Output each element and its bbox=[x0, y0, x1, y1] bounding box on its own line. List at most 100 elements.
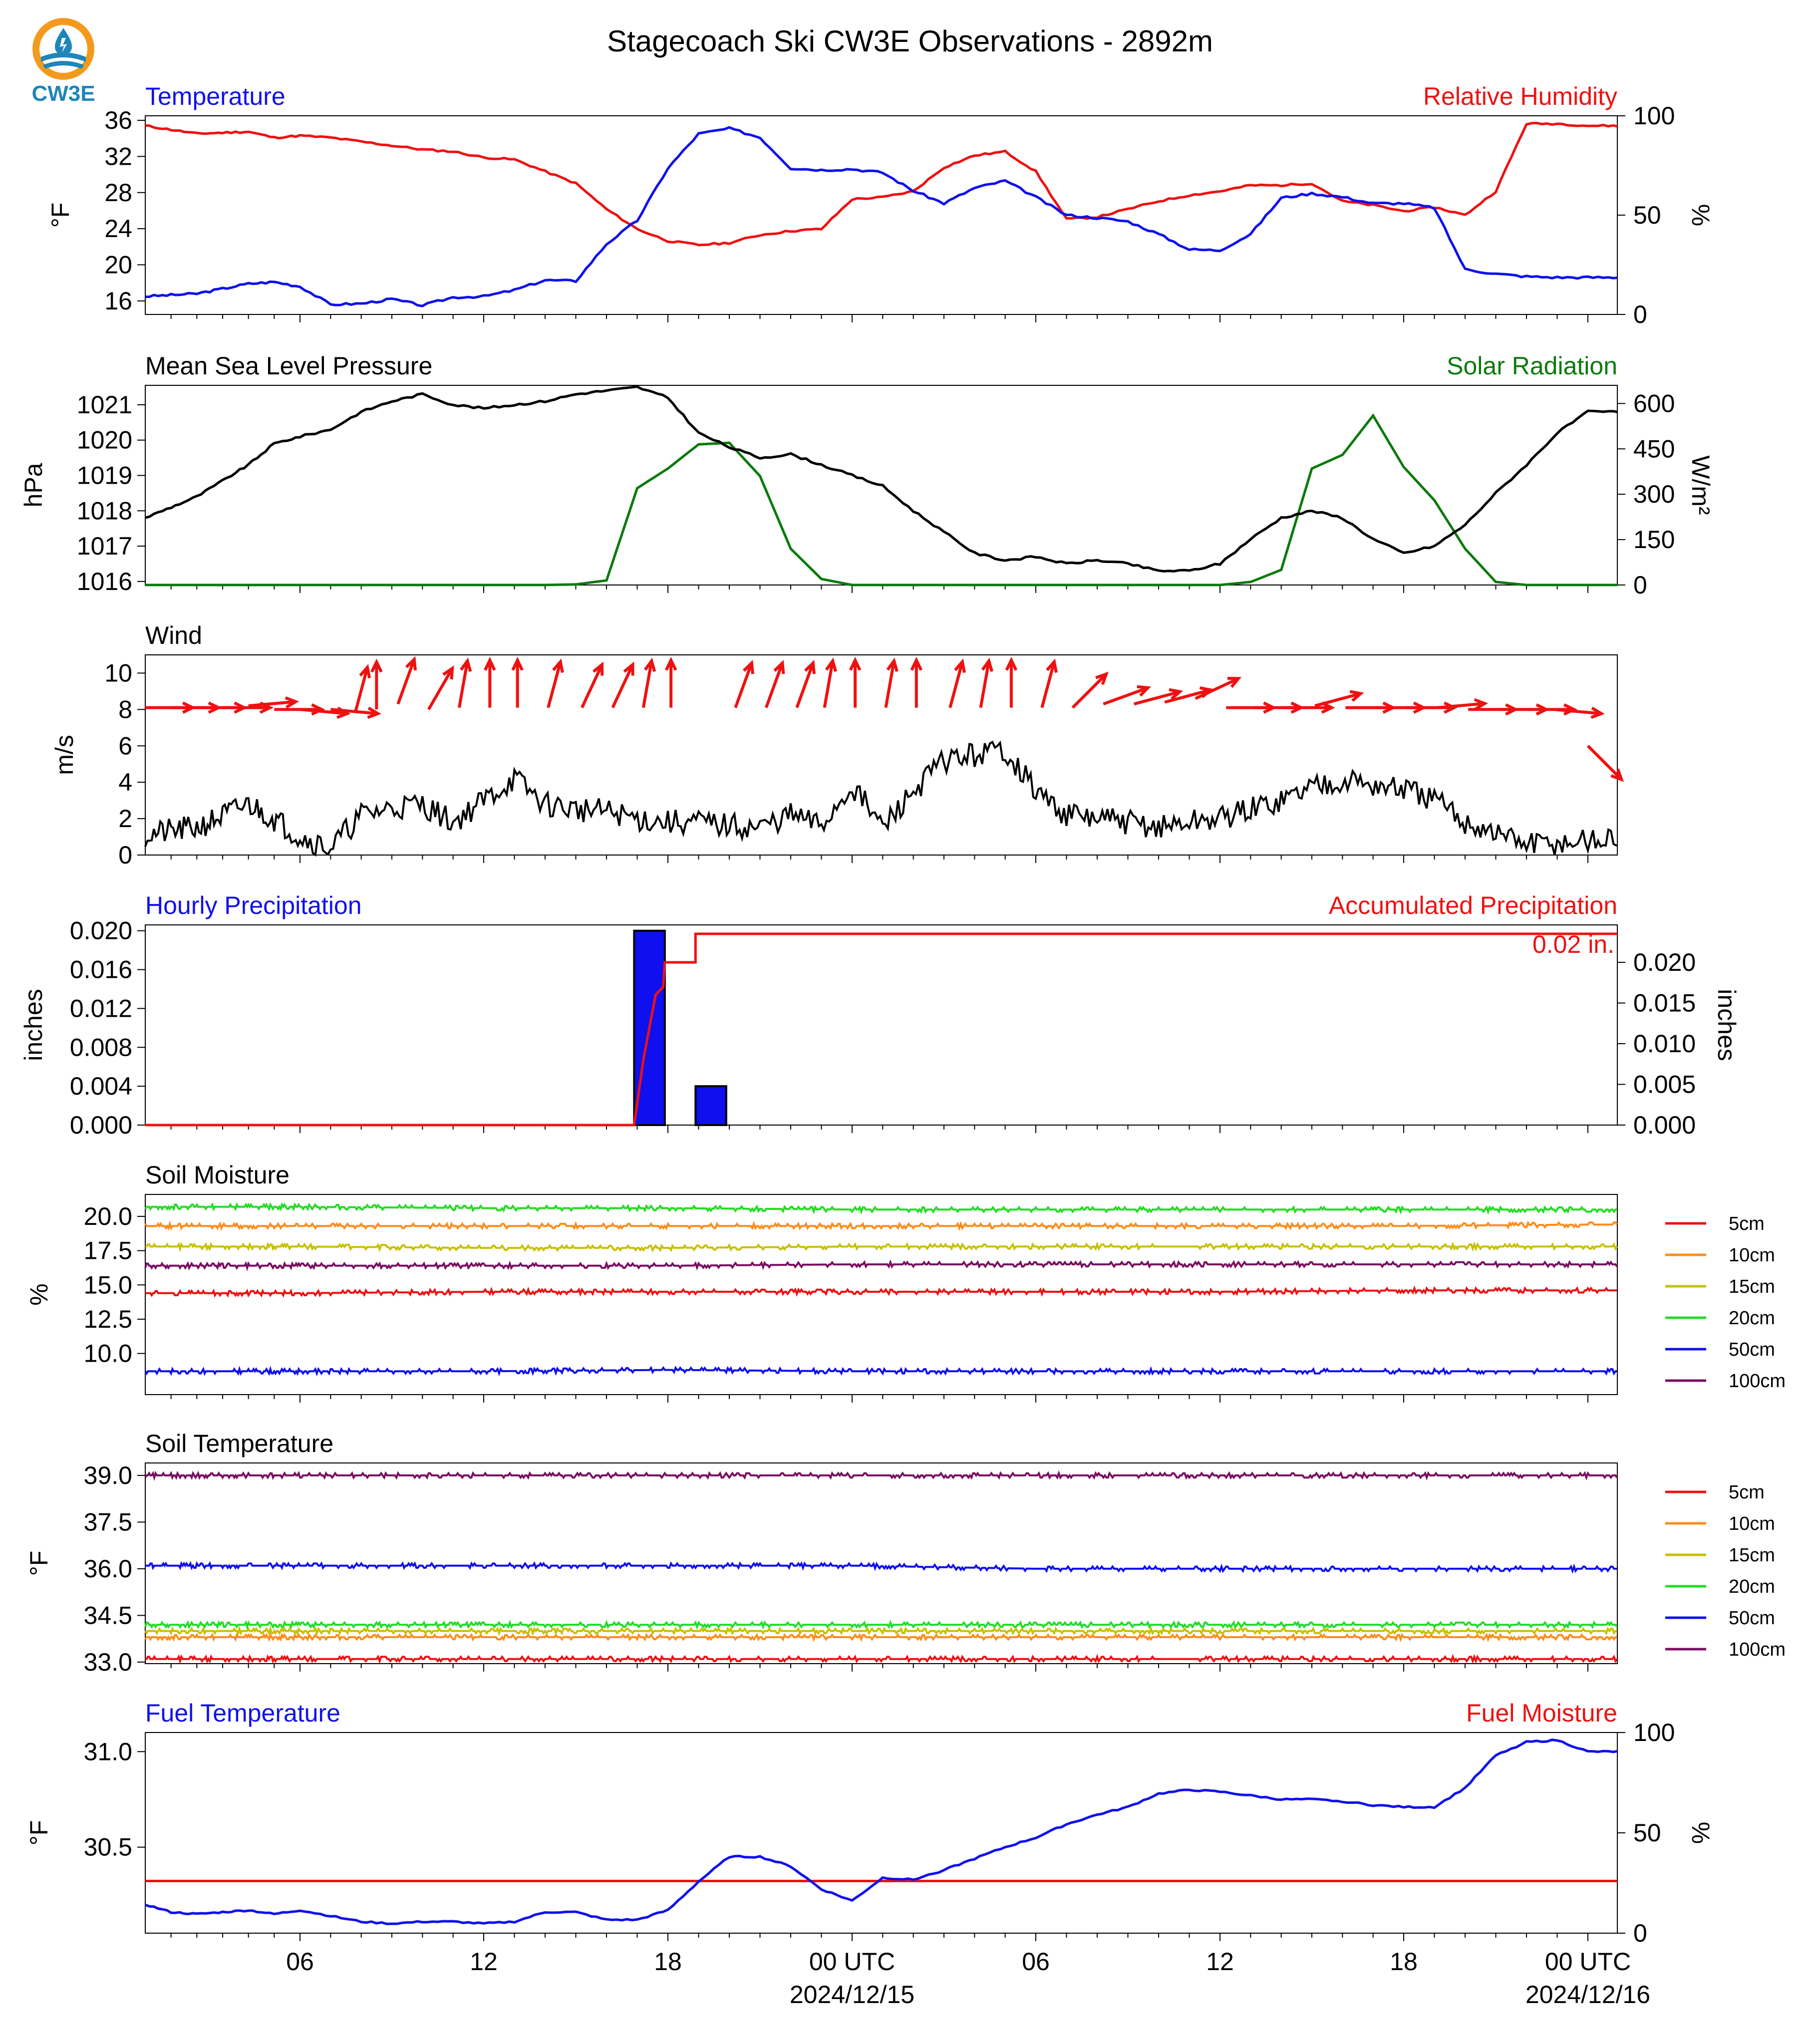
wind-arrow bbox=[664, 656, 677, 708]
chart-title: Stagecoach Ski CW3E Observations - 2892m bbox=[607, 24, 1213, 58]
wind-arrow bbox=[511, 656, 524, 708]
y-tick-label-right: 0.015 bbox=[1633, 989, 1696, 1017]
y-tick-label-left: 16 bbox=[104, 287, 132, 315]
y-tick-label-left: 1017 bbox=[77, 532, 132, 560]
y-tick-label-left: 12.5 bbox=[84, 1305, 132, 1333]
series-line-50cm bbox=[145, 1561, 1617, 1574]
wind-arrow bbox=[764, 659, 785, 708]
accumulated-total-label: 0.02 in. bbox=[1532, 930, 1614, 958]
x-axis-labels: 06 12 18 00 UTC 06 12 18 00 UTC 2024/12/15 2024/1… bbox=[286, 1948, 1650, 2009]
y-tick-label-left: 36 bbox=[104, 106, 132, 134]
panel-title-left: Temperature bbox=[145, 82, 286, 110]
y-tick-label-right: 0.010 bbox=[1633, 1030, 1696, 1058]
y-tick-label-left: 15.0 bbox=[84, 1271, 132, 1299]
plot-frame bbox=[145, 1194, 1618, 1395]
y-tick-label-right: 50 bbox=[1633, 1819, 1661, 1847]
y-axis-label-left: m/s bbox=[50, 735, 78, 775]
y-tick-label-right: 0 bbox=[1633, 300, 1647, 328]
wind-arrow bbox=[823, 657, 838, 708]
y-axis-label-right: W/m² bbox=[1687, 455, 1715, 515]
y-tick-label-left: 1021 bbox=[77, 391, 132, 419]
wind-arrow bbox=[979, 657, 993, 708]
legend-label: 100cm bbox=[1729, 1639, 1786, 1660]
plot-frame bbox=[145, 654, 1618, 856]
wind-arrow bbox=[611, 661, 634, 708]
plot-frame bbox=[145, 1732, 1618, 1934]
series-line-pressure bbox=[145, 385, 1618, 573]
series-line-100cm bbox=[144, 1259, 1618, 1272]
panel-title-left: Hourly Precipitation bbox=[145, 891, 362, 919]
y-tick-label-left: 31.0 bbox=[84, 1738, 132, 1765]
series-line-20cm bbox=[144, 1619, 1618, 1631]
x-tick-label: 06 bbox=[286, 1948, 314, 1976]
y-axis-label-left: °F bbox=[25, 1551, 53, 1576]
panel-title-right: Fuel Moisture bbox=[1466, 1699, 1617, 1727]
wind-arrow bbox=[1005, 656, 1018, 708]
cw3e-logo: CW3E bbox=[26, 15, 101, 105]
y-axis-label-left: inches bbox=[19, 989, 47, 1061]
legend-label: 5cm bbox=[1729, 1213, 1765, 1234]
series-line-50cm bbox=[144, 1366, 1617, 1377]
x-tick-label: 00 UTC bbox=[1545, 1948, 1631, 1976]
legend-label: 10cm bbox=[1729, 1513, 1775, 1534]
series-line-10cm bbox=[144, 1632, 1617, 1643]
series-line-10cm bbox=[144, 1220, 1618, 1231]
y-tick-label-left: 6 bbox=[118, 732, 132, 760]
wind-arrow bbox=[910, 656, 923, 708]
legend: 5cm 10cm 15cm 20cm 50cm 100cm bbox=[1665, 1213, 1786, 1392]
legend-label: 5cm bbox=[1729, 1482, 1765, 1503]
x-date-label: 2024/12/15 bbox=[790, 1981, 914, 2009]
y-tick-label-right: 150 bbox=[1633, 526, 1675, 554]
wind-arrow bbox=[547, 658, 564, 708]
series-line-15cm bbox=[144, 1625, 1617, 1636]
wind-arrow bbox=[948, 658, 966, 708]
wind-arrows bbox=[145, 656, 1624, 782]
wind-arrow bbox=[1314, 690, 1364, 707]
y-axis-label-left: °F bbox=[46, 203, 74, 228]
legend-label: 20cm bbox=[1729, 1576, 1775, 1597]
y-axis-label-left: hPa bbox=[19, 463, 47, 507]
x-tick-label: 12 bbox=[1206, 1948, 1234, 1976]
y-tick-label-left: 32 bbox=[104, 142, 132, 170]
series-line-relative-humidity bbox=[145, 121, 1618, 247]
y-tick-label-left: 1016 bbox=[77, 568, 132, 595]
wind-arrow bbox=[884, 657, 899, 708]
legend-label: 20cm bbox=[1729, 1308, 1775, 1329]
precip-bar bbox=[694, 1085, 727, 1127]
wind-arrow bbox=[396, 656, 417, 705]
y-tick-label-left: 10.0 bbox=[84, 1340, 132, 1368]
wind-arrow bbox=[1586, 745, 1624, 782]
panel-title-left: Soil Temperature bbox=[145, 1430, 333, 1457]
legend-label: 100cm bbox=[1729, 1371, 1786, 1392]
x-tick-label: 12 bbox=[470, 1948, 498, 1976]
y-axis-label-right: % bbox=[1687, 204, 1715, 226]
y-tick-label-right: 600 bbox=[1633, 389, 1675, 417]
y-tick-label-left: 0.016 bbox=[70, 956, 132, 984]
wind-arrow bbox=[353, 664, 371, 714]
series-line-solar-radiation bbox=[145, 413, 1617, 586]
wind-arrow bbox=[484, 656, 496, 708]
wind-arrow bbox=[641, 657, 656, 708]
wind-arrow bbox=[581, 661, 604, 708]
y-tick-label-left: 0 bbox=[118, 841, 132, 869]
cw3e-logo-icon: CW3E bbox=[31, 18, 95, 105]
y-tick-label-left: 2 bbox=[118, 805, 132, 833]
y-axis-label-right: % bbox=[1687, 1822, 1715, 1844]
series-line-5cm bbox=[145, 1654, 1618, 1665]
series-line-15cm bbox=[145, 1241, 1618, 1252]
wind-arrow bbox=[1040, 658, 1058, 708]
panel-title-right: Accumulated Precipitation bbox=[1329, 891, 1617, 919]
plot-frame bbox=[145, 924, 1618, 1126]
x-tick-label: 00 UTC bbox=[809, 1948, 895, 1976]
y-tick-label-left: 34.5 bbox=[84, 1601, 132, 1629]
wind-arrow bbox=[1071, 671, 1109, 709]
series-line-5cm bbox=[145, 1285, 1617, 1298]
series-line-fuel-temperature bbox=[145, 1738, 1618, 1926]
y-tick-label-left: 0.004 bbox=[70, 1072, 132, 1100]
logo-text: CW3E bbox=[31, 81, 95, 105]
y-tick-label-left: 28 bbox=[104, 179, 132, 207]
series-line-accumulated-precip bbox=[145, 932, 1617, 1127]
y-tick-label-left: 30.5 bbox=[84, 1833, 132, 1861]
